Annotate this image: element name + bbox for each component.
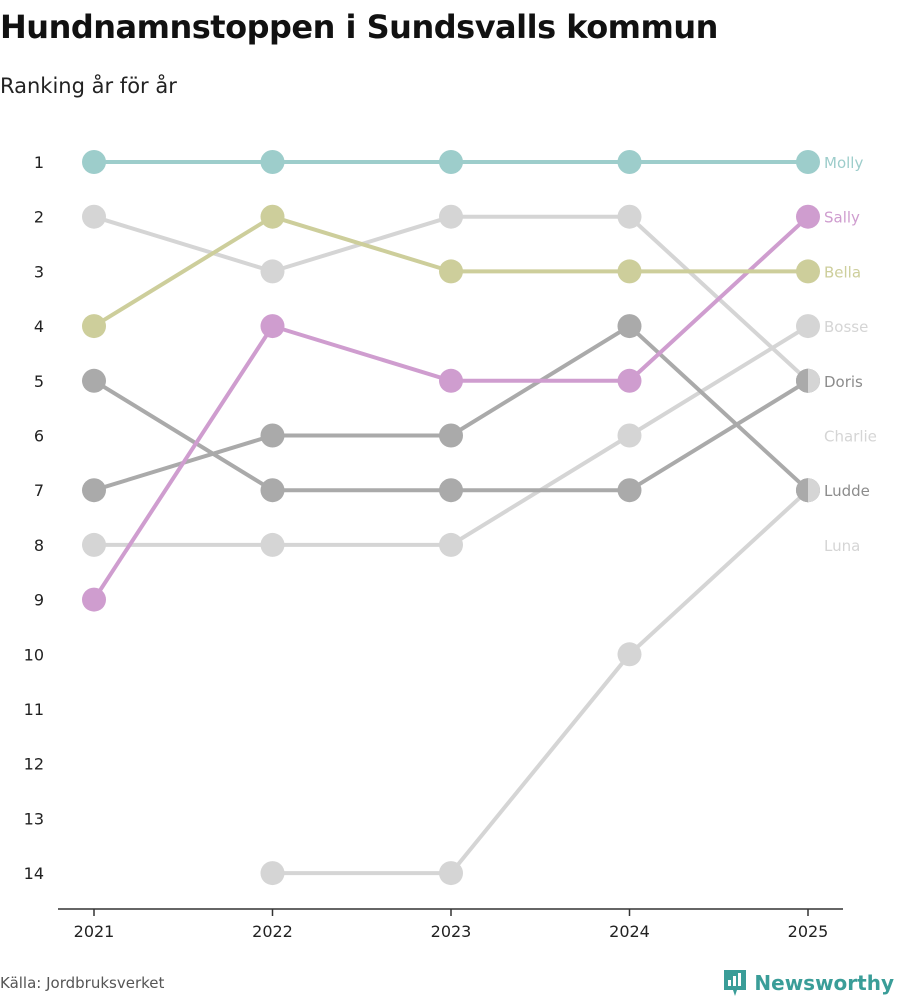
y-tick-label-6: 6 [34,427,44,446]
marker-bella-2022 [260,204,285,229]
marker-bella-2024 [617,259,642,284]
marker-bosse-2021 [82,532,106,557]
series-markers [82,150,820,886]
marker-sally-2025 [796,204,820,229]
marker-luna-2023 [439,861,463,886]
marker-bella-2021 [82,314,106,339]
marker-doris-2021 [82,368,106,393]
marker-bosse-2023 [439,532,463,557]
y-tick-label-12: 12 [24,755,44,774]
marker-doris-2024 [617,478,642,503]
marker-charlie-2021 [82,204,106,229]
marker-bosse-2022 [260,532,285,557]
end-label-bella: Bella [824,263,861,281]
y-tick-label-10: 10 [24,645,44,664]
marker-ludde-2022 [260,423,285,448]
y-tick-label-13: 13 [24,809,44,828]
y-tick-label-1: 1 [34,153,44,172]
y-tick-label-7: 7 [34,481,44,500]
marker-charlie-2023 [439,204,463,229]
marker-bella-2025 [796,259,820,284]
end-label-doris: Doris [824,373,863,391]
split-marker-right-rank-7 [808,478,820,503]
brand-logo: Newsworthy [722,968,894,998]
brand-name: Newsworthy [754,971,894,995]
x-tick-label-2024: 2024 [609,922,650,941]
end-label-charlie: Charlie [824,428,877,446]
marker-ludde-2023 [439,423,463,448]
marker-ludde-2021 [82,478,106,503]
end-label-bosse: Bosse [824,318,868,336]
split-marker-left-rank-7 [796,478,808,503]
series-line-charlie [92,214,810,383]
marker-bosse-2024 [617,423,642,448]
marker-bella-2023 [439,259,463,284]
x-tick-label-2021: 2021 [74,922,115,941]
split-marker-left-rank-5 [796,368,808,393]
series-line-luna [270,488,810,876]
split-marker-right-rank-5 [808,368,820,393]
x-axis-ticks: 2021 2022 2023 2024 2025 [74,909,829,941]
end-label-ludde: Ludde [824,482,870,500]
marker-luna-2024 [617,642,642,667]
source-note: Källa: Jordbruksverket [0,974,165,992]
end-label-luna: Luna [824,537,860,555]
x-tick-label-2023: 2023 [431,922,472,941]
marker-sally-2021 [82,587,106,612]
y-tick-label-8: 8 [34,536,44,555]
marker-bosse-2025 [796,314,820,339]
y-tick-label-14: 14 [24,864,44,883]
y-tick-label-9: 9 [34,591,44,610]
marker-charlie-2022 [260,259,285,284]
marker-molly-2021 [82,150,106,174]
marker-molly-2025 [796,150,820,174]
newsworthy-logo-icon [724,970,747,996]
marker-luna-2022 [260,861,285,886]
marker-doris-2022 [260,478,285,503]
series-line-ludde [92,324,810,493]
marker-molly-2024 [617,150,642,174]
y-tick-label-2: 2 [34,208,44,227]
chart-subtitle: Ranking år för år [0,74,177,98]
marker-ludde-2024 [617,314,642,339]
marker-sally-2023 [439,368,463,393]
y-tick-label-11: 11 [24,700,44,719]
marker-molly-2023 [439,150,463,174]
marker-sally-2024 [617,368,642,393]
y-tick-label-4: 4 [34,317,44,336]
end-labels: Molly Sally Bella Bosse Doris Charlie Ludde Lun… [824,154,877,555]
marker-charlie-2024 [617,204,642,229]
end-label-sally: Sally [824,209,860,227]
x-tick-label-2025: 2025 [788,922,829,941]
x-tick-label-2022: 2022 [252,922,293,941]
marker-sally-2022 [260,314,285,339]
chart-title: Hundnamnstoppen i Sundsvalls kommun [0,8,718,46]
y-tick-label-3: 3 [34,262,44,281]
marker-molly-2022 [260,150,285,174]
end-label-molly: Molly [824,154,863,172]
marker-doris-2023 [439,478,463,503]
y-tick-label-5: 5 [34,372,44,391]
